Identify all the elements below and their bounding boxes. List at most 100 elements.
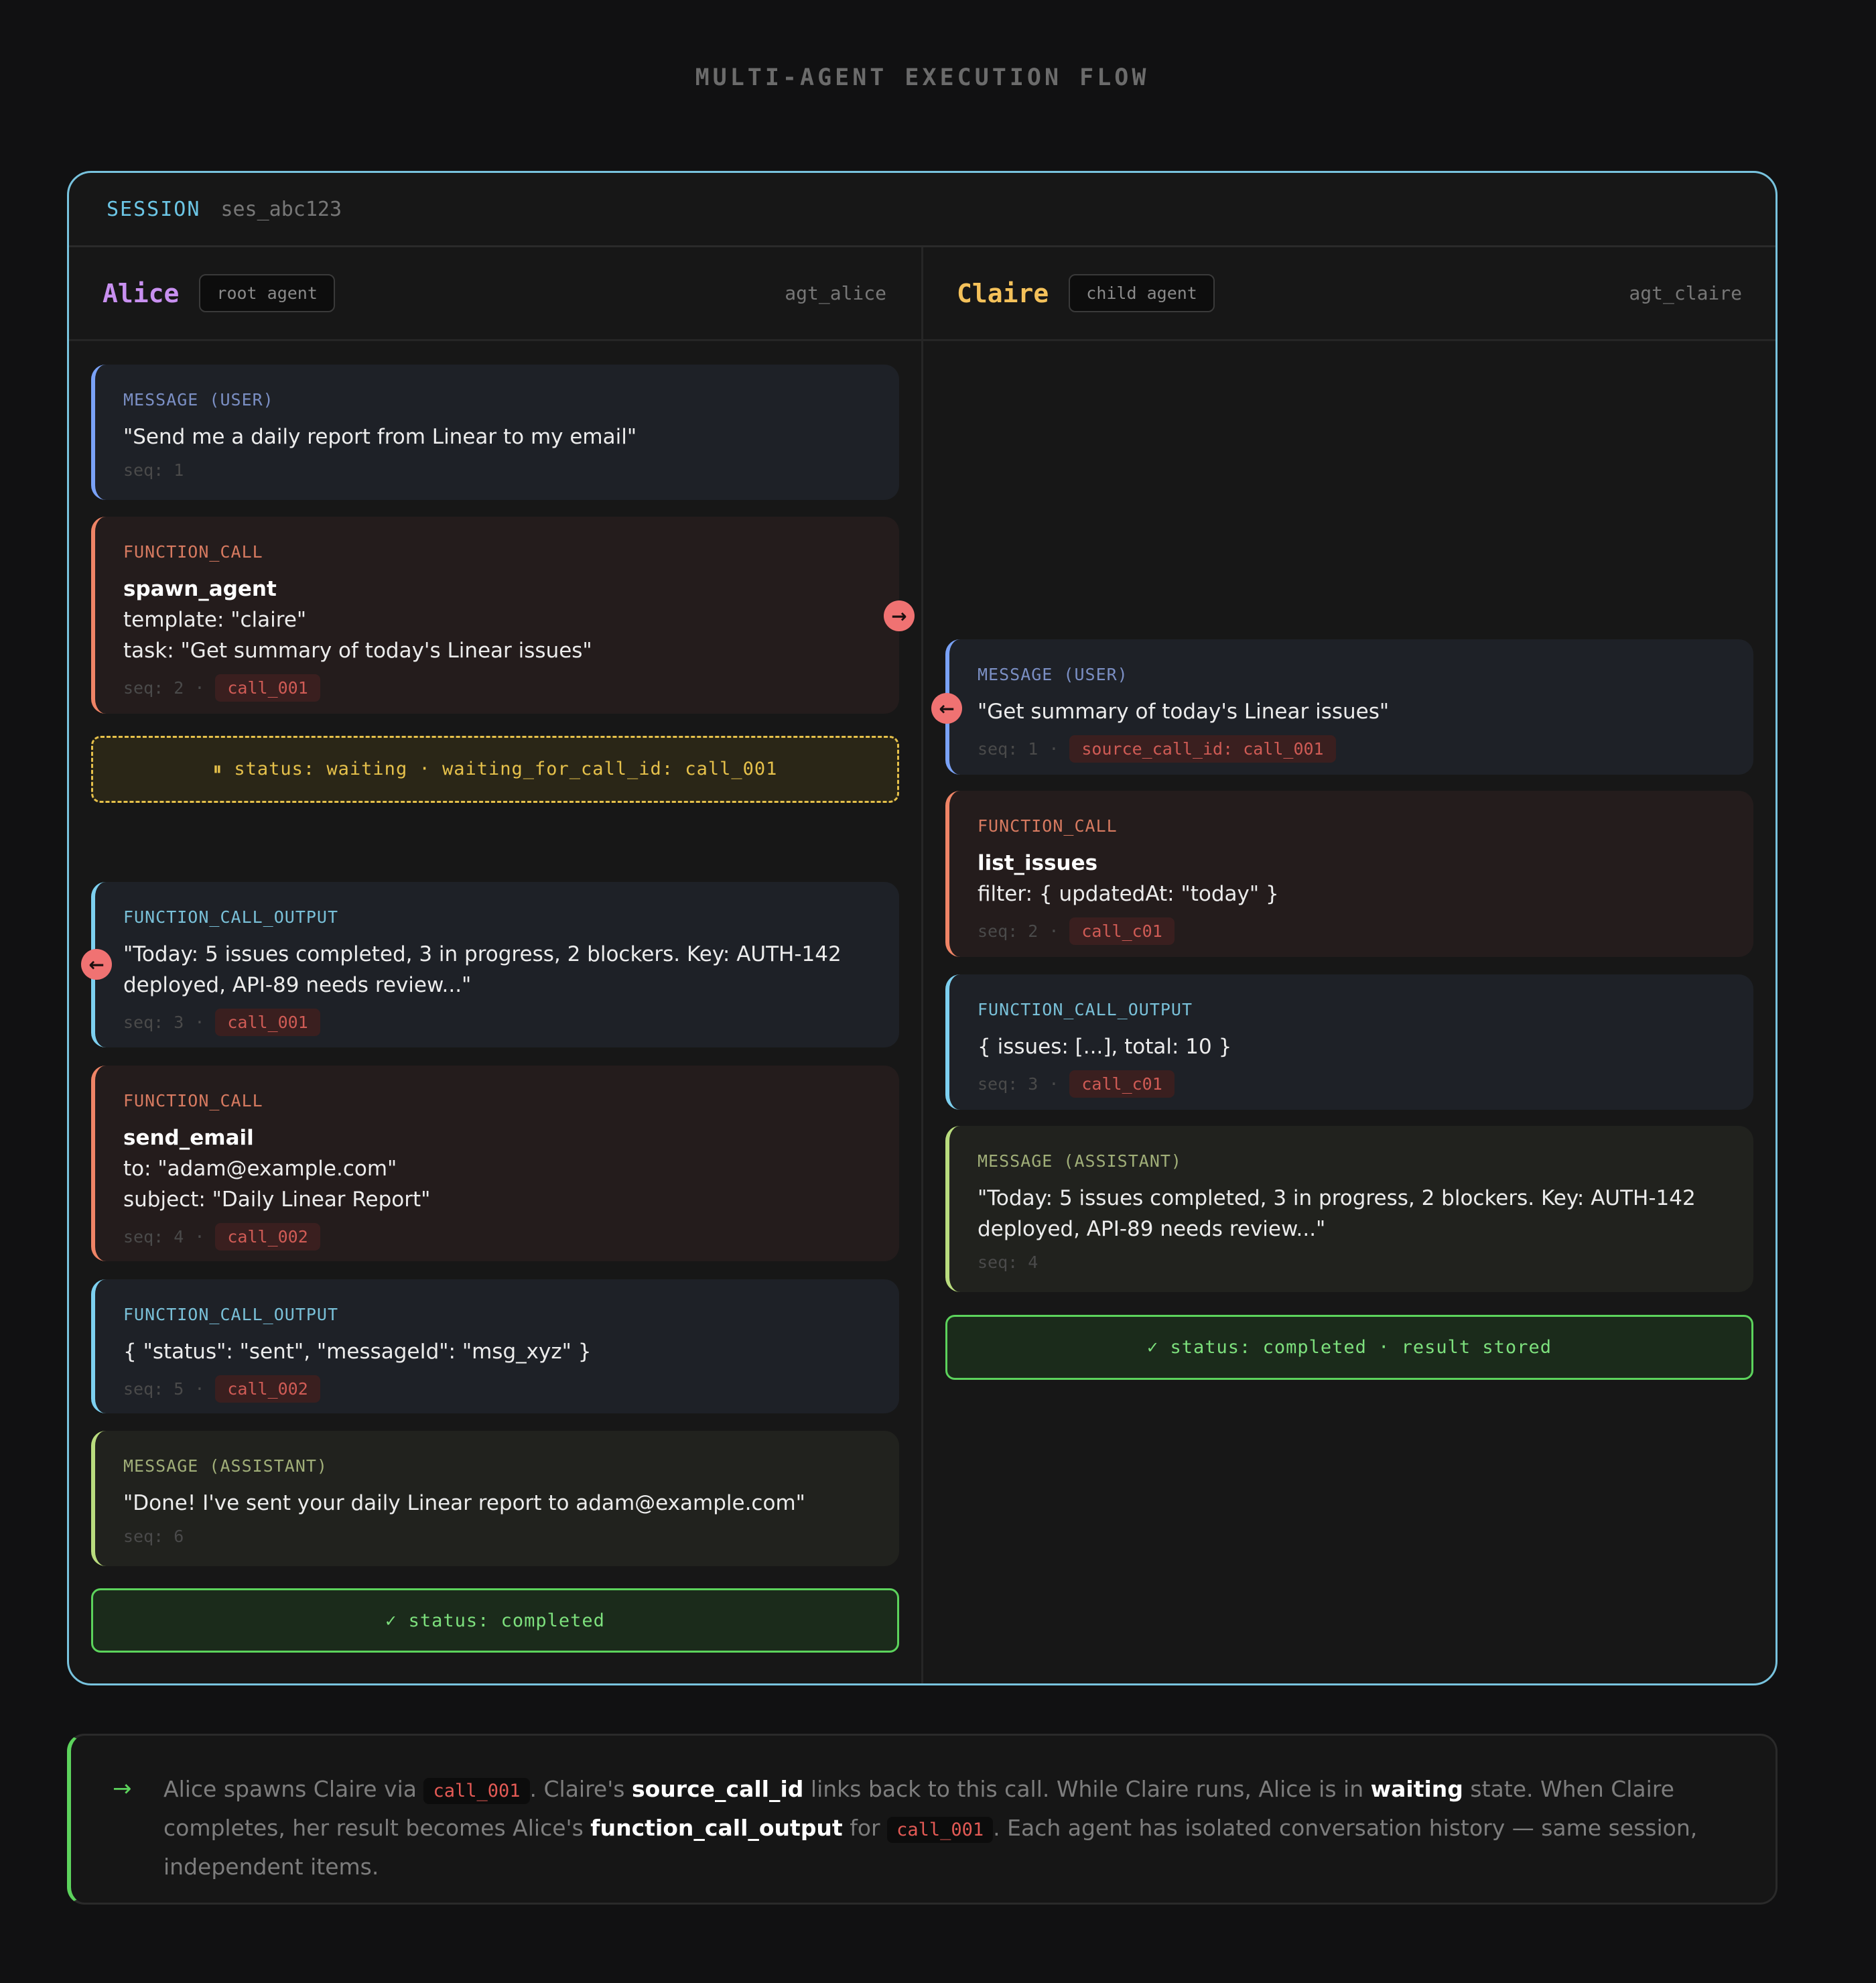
card-text-line: "Today: 5 issues completed, 3 in progres… xyxy=(123,942,842,966)
agent-name: Claire xyxy=(957,278,1049,308)
separator: · xyxy=(1049,921,1059,941)
function-call-card: FUNCTION_CALL list_issues filter: { update… xyxy=(945,791,1753,957)
seq-number: seq: 3 xyxy=(978,1074,1038,1094)
agent-name: Alice xyxy=(103,278,180,308)
function-call-output-card: FUNCTION_CALL_OUTPUT "Today: 5 issues com… xyxy=(91,882,899,1047)
user-message-card: MESSAGE (USER) "Get summary of today's Li… xyxy=(945,639,1753,775)
arrow-left-icon: ← xyxy=(81,949,112,980)
card-text-line: filter: { updatedAt: "today" } xyxy=(978,882,1279,906)
seq-number: seq: 3 xyxy=(123,1013,184,1032)
separator: · xyxy=(194,678,205,698)
highlight-term: waiting xyxy=(1370,1776,1463,1802)
seq-number: seq: 5 xyxy=(123,1379,184,1399)
function-call-output-card: FUNCTION_CALL_OUTPUT { "status": "sent", … xyxy=(91,1279,899,1413)
session-panel: SESSION ses_abc123 Alice root agent agt_… xyxy=(67,171,1778,1685)
explanation-text: Alice spawns Claire via call_001 . Claire… xyxy=(163,1776,1697,1880)
card-type-label: FUNCTION_CALL_OUTPUT xyxy=(978,1000,1193,1019)
separator: · xyxy=(1049,1074,1059,1094)
agent-id: agt_alice xyxy=(785,282,886,304)
card-type-label: FUNCTION_CALL xyxy=(123,1091,263,1110)
card-meta: seq: 4 · call_002 xyxy=(123,1223,872,1251)
seq-number: seq: 2 xyxy=(123,678,184,698)
function-call-card: FUNCTION_CALL send_email to: "adam@example… xyxy=(91,1066,899,1261)
call-id-badge: source_call_id: call_001 xyxy=(1069,735,1336,763)
alice-completed-status: ✓ status: completed xyxy=(91,1588,899,1653)
card-type-label: MESSAGE (USER) xyxy=(123,390,274,409)
card-text-line: "Done! I've sent your daily Linear repor… xyxy=(123,1491,805,1515)
card-meta: seq: 1 · source_call_id: call_001 xyxy=(978,735,1727,763)
function-name: send_email xyxy=(123,1126,254,1150)
session-header: SESSION ses_abc123 xyxy=(69,173,1776,247)
column-divider xyxy=(921,247,923,1683)
call-id-badge: call_002 xyxy=(215,1375,320,1403)
highlight-term: function_call_output xyxy=(590,1815,843,1841)
text-segment: for xyxy=(842,1815,888,1841)
call-id-code: call_001 xyxy=(887,1817,994,1843)
card-text-line: "Get summary of today's Linear issues" xyxy=(978,700,1390,724)
highlight-term: source_call_id xyxy=(631,1776,804,1802)
call-id-badge: call_c01 xyxy=(1069,917,1175,945)
card-meta: seq: 1 xyxy=(123,460,872,480)
card-type-label: MESSAGE (ASSISTANT) xyxy=(978,1151,1182,1171)
card-text-line: task: "Get summary of today's Linear iss… xyxy=(123,639,592,663)
card-meta: seq: 2 · call_c01 xyxy=(978,917,1727,945)
call-id-badge: call_c01 xyxy=(1069,1070,1175,1098)
agent-id: agt_claire xyxy=(1629,282,1742,304)
card-meta: seq: 6 xyxy=(123,1527,872,1546)
card-meta: seq: 4 xyxy=(978,1253,1727,1272)
card-text-line: deployed, API-89 needs review..." xyxy=(978,1217,1326,1241)
card-text-line: subject: "Daily Linear Report" xyxy=(123,1188,431,1212)
agent-role-badge: child agent xyxy=(1069,274,1215,312)
call-id-badge: call_002 xyxy=(215,1223,320,1251)
card-text-line: "Send me a daily report from Linear to m… xyxy=(123,425,637,449)
arrow-right-icon: → xyxy=(113,1775,132,1802)
text-segment: links back to this call. While Claire ru… xyxy=(803,1776,1371,1802)
card-meta: seq: 3 · call_001 xyxy=(123,1009,872,1036)
waiting-status: ⏸ status: waiting · waiting_for_call_id:… xyxy=(91,736,899,803)
function-call-card: FUNCTION_CALL spawn_agent template: "clair… xyxy=(91,517,899,714)
card-meta: seq: 3 · call_c01 xyxy=(978,1070,1727,1098)
text-segment: . Claire's xyxy=(529,1776,632,1802)
separator: · xyxy=(1049,739,1059,759)
function-name: spawn_agent xyxy=(123,577,277,601)
call-id-badge: call_001 xyxy=(215,674,320,702)
call-id-badge: call_001 xyxy=(215,1009,320,1036)
card-text-line: "Today: 5 issues completed, 3 in progres… xyxy=(978,1186,1696,1210)
seq-number: seq: 1 xyxy=(978,739,1038,759)
seq-number: seq: 4 xyxy=(978,1253,1038,1272)
text-segment: Alice spawns Claire via xyxy=(163,1776,424,1802)
claire-completed-status: ✓ status: completed · result stored xyxy=(945,1315,1753,1380)
assistant-message-card: MESSAGE (ASSISTANT) "Done! I've sent your… xyxy=(91,1431,899,1566)
separator: · xyxy=(194,1379,205,1399)
function-name: list_issues xyxy=(978,851,1098,875)
seq-number: seq: 4 xyxy=(123,1227,184,1246)
card-type-label: FUNCTION_CALL xyxy=(978,816,1118,836)
seq-number: seq: 1 xyxy=(123,460,184,480)
card-type-label: MESSAGE (USER) xyxy=(978,665,1128,684)
function-call-output-card: FUNCTION_CALL_OUTPUT { issues: [...], tot… xyxy=(945,974,1753,1110)
arrow-left-icon: ← xyxy=(931,693,962,724)
card-meta: seq: 5 · call_002 xyxy=(123,1375,872,1403)
explanation-note: → Alice spawns Claire via call_001 . Clai… xyxy=(67,1734,1778,1905)
separator: · xyxy=(194,1227,205,1246)
assistant-message-card: MESSAGE (ASSISTANT) "Today: 5 issues comp… xyxy=(945,1126,1753,1292)
seq-number: seq: 2 xyxy=(978,921,1038,941)
agent-header-claire: Claire child agent agt_claire xyxy=(923,247,1776,341)
text-segment: state. When Claire completes, her result… xyxy=(163,1776,1674,1841)
page-title: MULTI-AGENT EXECUTION FLOW xyxy=(695,64,1150,91)
seq-number: seq: 6 xyxy=(123,1527,184,1546)
arrow-right-icon: → xyxy=(884,600,915,631)
card-type-label: FUNCTION_CALL_OUTPUT xyxy=(123,1305,339,1324)
card-text-line: { "status": "sent", "messageId": "msg_xy… xyxy=(123,1340,592,1364)
card-text-line: { issues: [...], total: 10 } xyxy=(978,1035,1232,1059)
text-segment: . Each agent has isolated conversation h… xyxy=(163,1815,1698,1880)
card-type-label: FUNCTION_CALL xyxy=(123,542,263,562)
card-text-line: deployed, API-89 needs review..." xyxy=(123,973,472,997)
session-label: SESSION xyxy=(107,197,201,221)
separator: · xyxy=(194,1013,205,1032)
user-message-card: MESSAGE (USER) "Send me a daily report fr… xyxy=(91,365,899,500)
agent-header-alice: Alice root agent agt_alice xyxy=(69,247,921,341)
card-text-line: template: "claire" xyxy=(123,608,307,632)
card-type-label: MESSAGE (ASSISTANT) xyxy=(123,1456,328,1476)
card-type-label: FUNCTION_CALL_OUTPUT xyxy=(123,907,339,927)
